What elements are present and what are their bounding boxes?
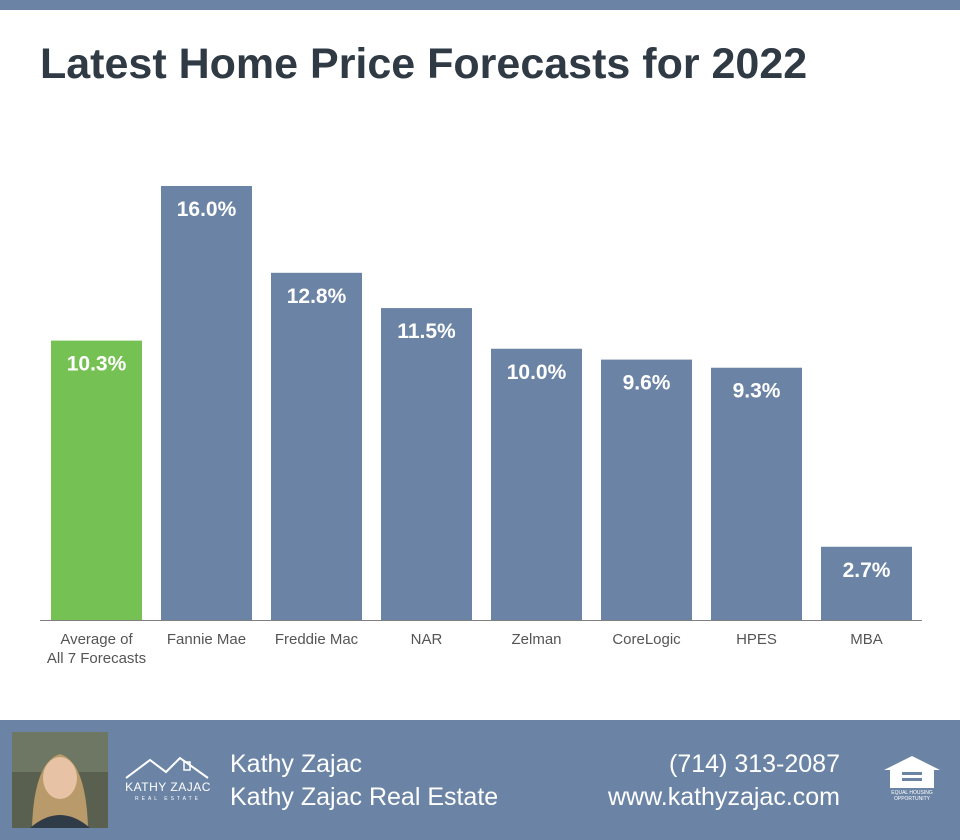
bar-4 — [491, 348, 582, 620]
bar-5 — [601, 359, 692, 620]
category-label-0-1: All 7 Forecasts — [47, 650, 146, 667]
category-label-1: Fannie Mae — [167, 631, 246, 648]
category-label-0-0: Average of — [60, 631, 133, 648]
data-label-0: 10.3% — [67, 353, 127, 376]
equal-housing-text: EQUAL HOUSING OPPORTUNITY — [891, 790, 933, 802]
category-label-3: NAR — [411, 631, 443, 648]
category-label-6: HPES — [736, 631, 777, 648]
category-label-7: MBA — [850, 631, 883, 648]
category-label-4: Zelman — [511, 631, 561, 648]
page-title: Latest Home Price Forecasts for 2022 — [40, 40, 808, 88]
bar-chart: 10.3% Average of All 7 Forecasts 16.0% Fanni… — [40, 186, 922, 667]
data-label-2: 12.8% — [287, 285, 347, 308]
equal-housing-icon — [884, 756, 940, 788]
agent-name: Kathy Zajac — [230, 750, 363, 778]
logo-text: KATHY ZAJAC — [125, 780, 211, 794]
data-label-4: 10.0% — [507, 361, 567, 384]
bar-6 — [711, 367, 802, 620]
house-roof-icon — [125, 756, 209, 779]
equal-housing-logo: EQUAL HOUSING OPPORTUNITY — [880, 754, 944, 810]
data-label-3: 11.5% — [397, 320, 456, 343]
bar-7 — [821, 546, 912, 620]
bar-3 — [381, 308, 472, 620]
agent-phone[interactable]: (714) 313-2087 — [669, 750, 840, 778]
category-label-5: CoreLogic — [612, 631, 681, 648]
agent-website[interactable]: www.kathyzajac.com — [607, 783, 840, 811]
bar-0 — [51, 340, 142, 620]
data-label-6: 9.3% — [733, 380, 781, 403]
bar-2 — [271, 272, 362, 620]
bar-1 — [161, 186, 252, 620]
category-label-2: Freddie Mac — [275, 631, 359, 648]
agent-company: Kathy Zajac Real Estate — [230, 783, 499, 811]
logo-subtext: REAL ESTATE — [135, 796, 201, 802]
company-logo: KATHY ZAJAC REAL ESTATE — [120, 752, 216, 812]
top-stripe — [0, 0, 960, 10]
agent-photo — [12, 732, 108, 828]
footer: KATHY ZAJAC REAL ESTATE Kathy Zajac Kath… — [0, 720, 960, 840]
data-label-7: 2.7% — [843, 559, 891, 582]
data-label-5: 9.6% — [623, 372, 671, 395]
data-label-1: 16.0% — [177, 198, 237, 221]
